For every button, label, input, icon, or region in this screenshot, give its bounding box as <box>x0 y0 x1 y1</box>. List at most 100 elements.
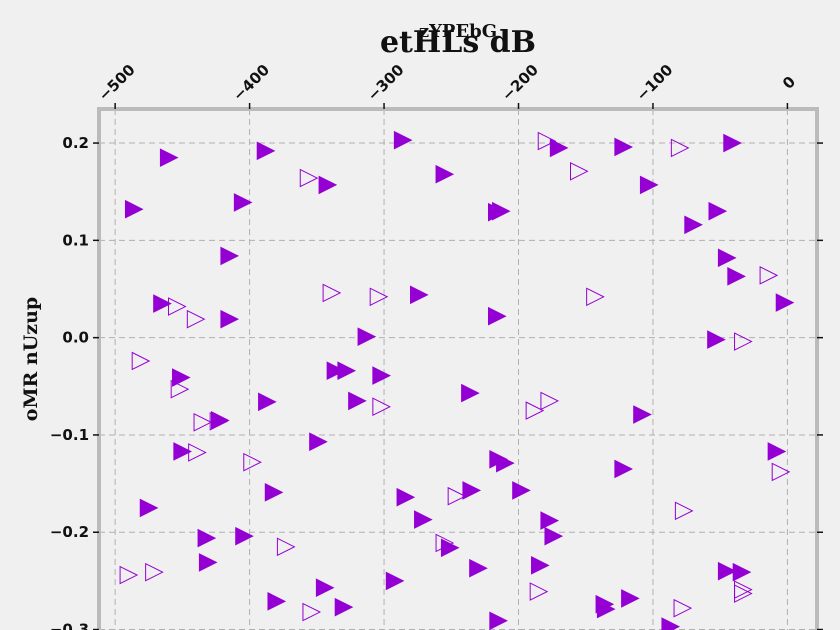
filled-triangle-point <box>235 526 254 546</box>
y-tick-label: 0.0 <box>62 329 89 347</box>
data-points <box>119 130 795 630</box>
chart-title: etHLs dB <box>380 25 536 60</box>
hollow-triangle-point <box>674 501 694 521</box>
x-tick-label: −400 <box>229 61 273 105</box>
y-tick-label: −0.1 <box>50 426 89 444</box>
hollow-triangle-point <box>525 401 545 420</box>
plot-frame <box>97 107 819 630</box>
filled-triangle-point <box>348 391 367 411</box>
filled-triangle-point <box>461 383 480 403</box>
y-axis-label: oMR nUzup <box>20 297 42 421</box>
hollow-triangle-point <box>209 412 229 431</box>
filled-triangle-point <box>309 432 328 452</box>
hollow-triangle-point <box>119 565 139 585</box>
filled-triangle-point <box>153 294 172 313</box>
x-tick-label: 0 <box>779 73 799 93</box>
filled-triangle-point <box>396 487 416 507</box>
hollow-triangle-point <box>529 582 549 601</box>
filled-triangle-point <box>462 481 482 500</box>
chart-subtitle: zYPEbG <box>419 21 497 42</box>
filled-triangle-point <box>531 556 550 575</box>
filled-triangle-point <box>334 597 354 617</box>
filled-triangle-point <box>326 361 346 381</box>
filled-triangle-point <box>775 293 795 312</box>
hollow-triangle-point <box>537 131 557 151</box>
filled-triangle-point <box>621 589 640 608</box>
hollow-triangle-point <box>435 533 455 553</box>
filled-triangle-point <box>614 459 634 479</box>
filled-triangle-point <box>727 267 746 286</box>
hollow-triangle-point <box>771 462 791 482</box>
filled-triangle-point <box>159 148 179 167</box>
filled-triangle-point <box>318 175 338 195</box>
filled-triangle-point <box>172 368 191 387</box>
filled-triangle-point <box>124 199 144 219</box>
filled-triangle-point <box>707 330 726 349</box>
hollow-triangle-point <box>167 297 187 316</box>
filled-triangle-point <box>198 553 218 572</box>
filled-triangle-point <box>596 599 616 619</box>
filled-triangle-point <box>264 483 284 502</box>
filled-triangle-point <box>315 578 335 598</box>
filled-triangle-point <box>633 405 652 424</box>
hollow-triangle-point <box>670 138 690 158</box>
filled-triangle-point <box>767 442 787 461</box>
filled-triangle-point <box>197 528 217 548</box>
hollow-triangle-point <box>369 287 389 307</box>
filled-triangle-point <box>487 306 507 326</box>
filled-triangle-point <box>139 498 159 518</box>
filled-triangle-point <box>661 617 681 630</box>
filled-triangle-point <box>723 133 742 153</box>
hollow-triangle-point <box>170 379 190 399</box>
hollow-triangle-point <box>447 486 467 506</box>
y-tick-label: −0.3 <box>50 621 89 630</box>
filled-triangle-point <box>549 138 569 158</box>
filled-triangle-point <box>414 510 433 529</box>
filled-triangle-point <box>440 538 460 558</box>
hollow-triangle-point <box>322 283 342 303</box>
filled-triangle-point <box>512 481 531 500</box>
hollow-triangle-point <box>131 351 151 371</box>
filled-triangle-point <box>258 392 277 412</box>
filled-triangle-point <box>496 453 515 473</box>
filled-triangle-point <box>220 246 240 266</box>
hollow-triangle-point <box>586 287 605 307</box>
y-tick-label: 0.2 <box>62 134 89 152</box>
x-tick-label: −500 <box>95 61 139 105</box>
filled-triangle-point <box>372 366 391 385</box>
filled-triangle-point <box>393 130 413 150</box>
filled-triangle-point <box>614 137 634 157</box>
hollow-triangle-point <box>759 266 779 285</box>
filled-triangle-point <box>732 562 752 582</box>
filled-triangle-point <box>220 309 240 329</box>
filled-triangle-point <box>410 285 429 305</box>
filled-triangle-point <box>717 561 737 581</box>
filled-triangle-point <box>540 511 560 530</box>
filled-triangle-point <box>357 327 377 346</box>
x-tick-label: −300 <box>364 61 408 105</box>
hollow-triangle-point <box>540 391 560 411</box>
hollow-triangle-point <box>372 397 391 417</box>
y-tick-label: 0.1 <box>62 231 89 249</box>
filled-triangle-point <box>173 442 192 461</box>
filled-triangle-point <box>267 592 287 611</box>
filled-triangle-point <box>489 611 508 630</box>
y-tick-label: −0.2 <box>50 523 89 541</box>
filled-triangle-point <box>233 193 253 212</box>
hollow-triangle-point <box>188 443 207 462</box>
filled-triangle-point <box>469 558 488 578</box>
filled-triangle-point <box>385 571 405 591</box>
hollow-triangle-point <box>186 309 206 329</box>
hollow-triangle-point <box>673 598 693 618</box>
hollow-triangle-point <box>145 562 164 582</box>
filled-triangle-point <box>492 201 511 221</box>
filled-triangle-point <box>544 526 564 546</box>
hollow-triangle-point <box>193 412 213 432</box>
hollow-triangle-point <box>570 161 589 181</box>
x-tick-label: −200 <box>498 61 542 105</box>
filled-triangle-point <box>708 201 728 221</box>
filled-triangle-point <box>639 175 659 195</box>
hollow-triangle-point <box>276 537 296 557</box>
filled-triangle-point <box>435 164 455 184</box>
